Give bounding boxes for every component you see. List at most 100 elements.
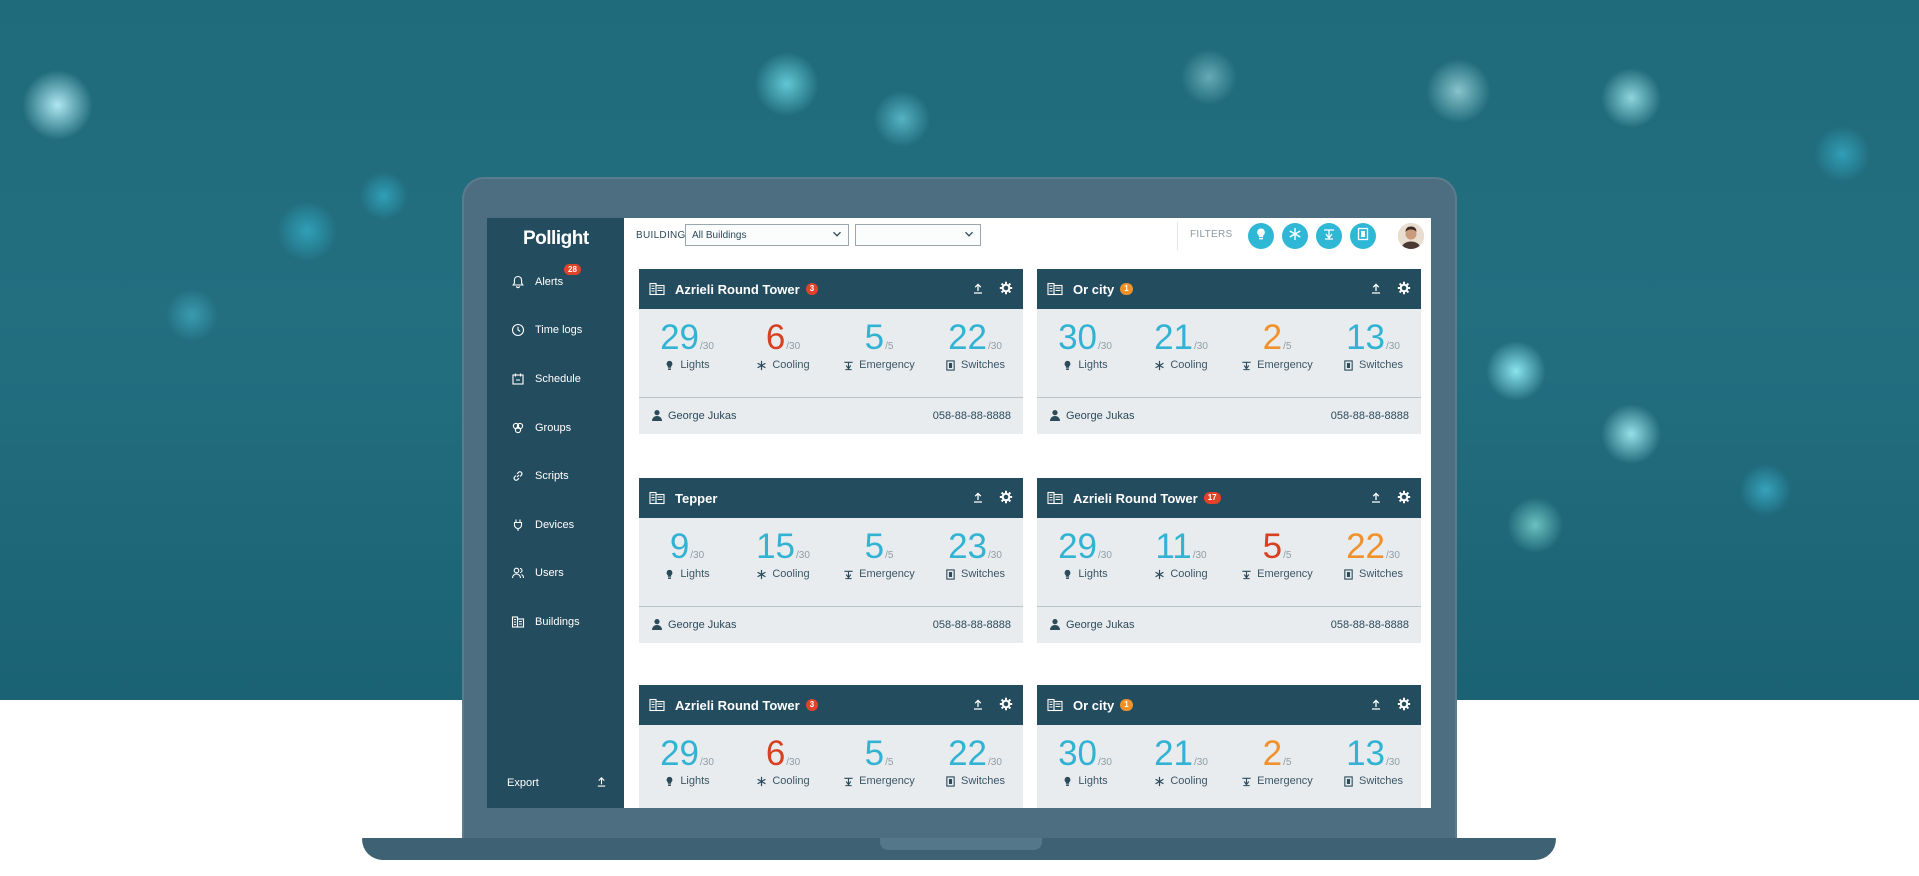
- stat-label: Lights: [680, 359, 710, 371]
- stat-cooling: 11/30 Cooling: [1133, 528, 1229, 606]
- stat-emergency: 5/5 Emergency: [1229, 528, 1325, 606]
- sidebar-item-users[interactable]: Users: [511, 561, 621, 585]
- sidebar-item-groups[interactable]: Groups: [511, 416, 621, 440]
- filter-lights-button[interactable]: [1248, 223, 1274, 249]
- stat-emergency: 2/5 Emergency: [1229, 735, 1325, 808]
- building-card[interactable]: Azrieli Round Tower 3 29/30 Lights 6/30 Cooli…: [639, 269, 1023, 434]
- filter-emergency-button[interactable]: [1316, 223, 1342, 249]
- stat-total: /5: [1283, 757, 1292, 768]
- gear-icon[interactable]: [999, 697, 1013, 716]
- stat-label: Emergency: [1257, 775, 1313, 787]
- building-card[interactable]: Tepper 9/30 Lights 15/30 Cooling 5/5 Emergency…: [639, 478, 1023, 643]
- stat-total: /5: [885, 341, 894, 352]
- stat-label: Switches: [960, 359, 1006, 371]
- stat-label: Lights: [1078, 775, 1108, 787]
- user-avatar[interactable]: [1398, 223, 1424, 249]
- sidebar-item-label: Devices: [535, 519, 575, 531]
- card-footer: George Jukas 058-88-88-8888: [639, 606, 1023, 643]
- stat-total: /30: [1098, 341, 1112, 352]
- person-icon: [1049, 618, 1066, 633]
- stat-label: Emergency: [1257, 568, 1313, 580]
- export-label: Export: [507, 777, 539, 789]
- stat-label: Switches: [960, 568, 1006, 580]
- sidebar-item-devices[interactable]: Devices: [511, 513, 621, 537]
- upload-icon[interactable]: [971, 697, 985, 716]
- stat-emergency: 2/5 Emergency: [1229, 319, 1325, 397]
- building-select[interactable]: All Buildings: [685, 224, 849, 246]
- building-icon: [1047, 698, 1063, 712]
- sidebar-item-label: Time logs: [535, 324, 583, 336]
- stat-value: 29: [660, 318, 700, 357]
- stat-total: /30: [988, 757, 1002, 768]
- snowflake-icon: [757, 360, 767, 370]
- upload-icon[interactable]: [971, 490, 985, 509]
- building-card[interactable]: Or city 1 30/30 Lights 21/30 Cooling 2/5 Emerge…: [1037, 685, 1421, 808]
- stat-cooling: 6/30 Cooling: [735, 735, 831, 808]
- alert-count-badge: 17: [1203, 492, 1221, 504]
- upload-icon[interactable]: [971, 281, 985, 300]
- stat-total: /5: [1283, 550, 1292, 561]
- gear-icon[interactable]: [999, 490, 1013, 509]
- stat-lights: 29/30 Lights: [639, 735, 735, 808]
- switch-icon: [1344, 775, 1353, 787]
- card-title: Or city: [1073, 281, 1115, 297]
- building-card[interactable]: Azrieli Round Tower 17 29/30 Lights 11/30 Coo…: [1037, 478, 1421, 643]
- building-card[interactable]: Azrieli Round Tower 3 29/30 Lights 6/30 Cooli…: [639, 685, 1023, 808]
- stat-total: /30: [988, 341, 1002, 352]
- stat-total: /30: [700, 341, 714, 352]
- stat-value: 21: [1154, 734, 1194, 773]
- export-button[interactable]: Export: [507, 776, 607, 790]
- stat-lights: 29/30 Lights: [639, 319, 735, 397]
- sidebar-item-buildings[interactable]: Buildings: [511, 610, 621, 634]
- sidebar-item-label: Schedule: [535, 373, 581, 385]
- upload-icon[interactable]: [1369, 281, 1383, 300]
- upload-icon[interactable]: [1369, 697, 1383, 716]
- users-icon: [511, 566, 525, 580]
- snowflake-icon: [757, 569, 767, 579]
- sidebar-item-schedule[interactable]: Schedule: [511, 367, 621, 391]
- stat-value: 5: [864, 318, 885, 357]
- bulb-icon: [1254, 227, 1268, 246]
- upload-icon[interactable]: [1369, 490, 1383, 509]
- stat-label: Cooling: [772, 775, 810, 787]
- gear-icon[interactable]: [1397, 697, 1411, 716]
- building-card[interactable]: Or city 1 30/30 Lights 21/30 Cooling 2/5 Emerge…: [1037, 269, 1421, 434]
- switch-icon: [1356, 227, 1370, 246]
- sidebar-item-label: Alerts: [535, 276, 564, 288]
- stat-label: Switches: [1358, 568, 1404, 580]
- sidebar-item-time-logs[interactable]: Time logs: [511, 318, 621, 342]
- person-icon: [651, 409, 668, 424]
- filter-switches-button[interactable]: [1350, 223, 1376, 249]
- building-icon: [1047, 282, 1063, 296]
- stat-value: 22: [948, 318, 988, 357]
- stat-emergency: 5/5 Emergency: [831, 528, 927, 606]
- gear-icon[interactable]: [999, 281, 1013, 300]
- stat-label: Cooling: [1170, 775, 1208, 787]
- emergency-icon: [1322, 227, 1336, 246]
- card-header: Azrieli Round Tower 3: [639, 269, 1023, 309]
- app-logo: Pollight: [523, 228, 589, 249]
- filter-cooling-button[interactable]: [1282, 223, 1308, 249]
- stat-total: /30: [1194, 757, 1208, 768]
- sidebar-item-alerts[interactable]: Alerts 28: [511, 264, 621, 294]
- stat-label: Switches: [960, 775, 1006, 787]
- stat-value: 9: [669, 527, 690, 566]
- gear-icon[interactable]: [1397, 490, 1411, 509]
- stat-total: /5: [885, 550, 894, 561]
- sidebar-item-scripts[interactable]: Scripts: [511, 464, 621, 488]
- stat-value: 13: [1346, 318, 1386, 357]
- emergency-icon: [844, 777, 853, 786]
- contact-phone: 058-88-88-8888: [932, 619, 1011, 631]
- secondary-select[interactable]: [855, 224, 981, 246]
- stat-value: 21: [1154, 318, 1194, 357]
- switch-icon: [1344, 359, 1353, 371]
- stat-total: /30: [1386, 550, 1400, 561]
- sidebar-item-label: Buildings: [535, 616, 580, 628]
- switch-icon: [1344, 568, 1353, 580]
- stat-label: Cooling: [772, 359, 810, 371]
- switch-icon: [946, 775, 955, 787]
- alert-count-badge: 1: [1120, 283, 1133, 295]
- chevron-down-icon: [964, 229, 974, 242]
- gear-icon[interactable]: [1397, 281, 1411, 300]
- contact-name: George Jukas: [668, 619, 737, 631]
